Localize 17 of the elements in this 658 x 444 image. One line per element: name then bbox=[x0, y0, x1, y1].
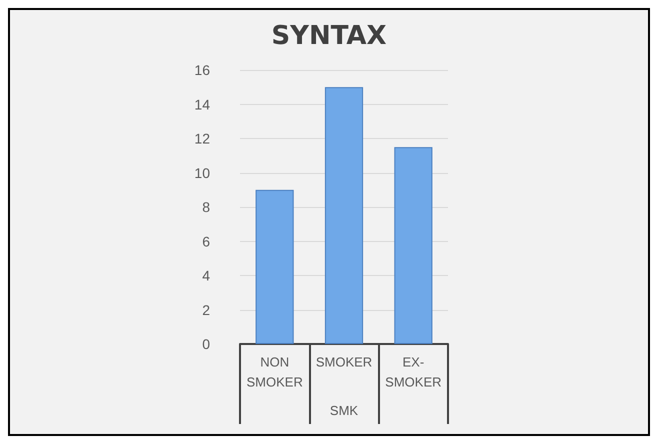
x-tick-label: EX- SMOKER bbox=[385, 354, 442, 390]
chart-title: SYNTAX bbox=[271, 21, 387, 51]
y-tick-label: 2 bbox=[202, 302, 210, 318]
y-tick-label: 16 bbox=[194, 62, 210, 78]
y-tick-label: 8 bbox=[202, 199, 210, 215]
y-tick-label: 14 bbox=[194, 96, 210, 112]
y-tick-label: 4 bbox=[202, 268, 210, 284]
y-tick-label: 6 bbox=[202, 233, 210, 250]
x-tick-label: NON SMOKER bbox=[246, 354, 303, 390]
y-tick-label: 12 bbox=[194, 130, 210, 146]
y-tick-label: 0 bbox=[202, 336, 210, 352]
x-axis-title: SMK bbox=[330, 403, 358, 418]
bar bbox=[394, 147, 432, 344]
bar bbox=[256, 190, 294, 344]
bar bbox=[324, 87, 364, 344]
x-tick-label: SMOKER bbox=[316, 354, 372, 370]
y-tick-label: 10 bbox=[194, 164, 210, 181]
